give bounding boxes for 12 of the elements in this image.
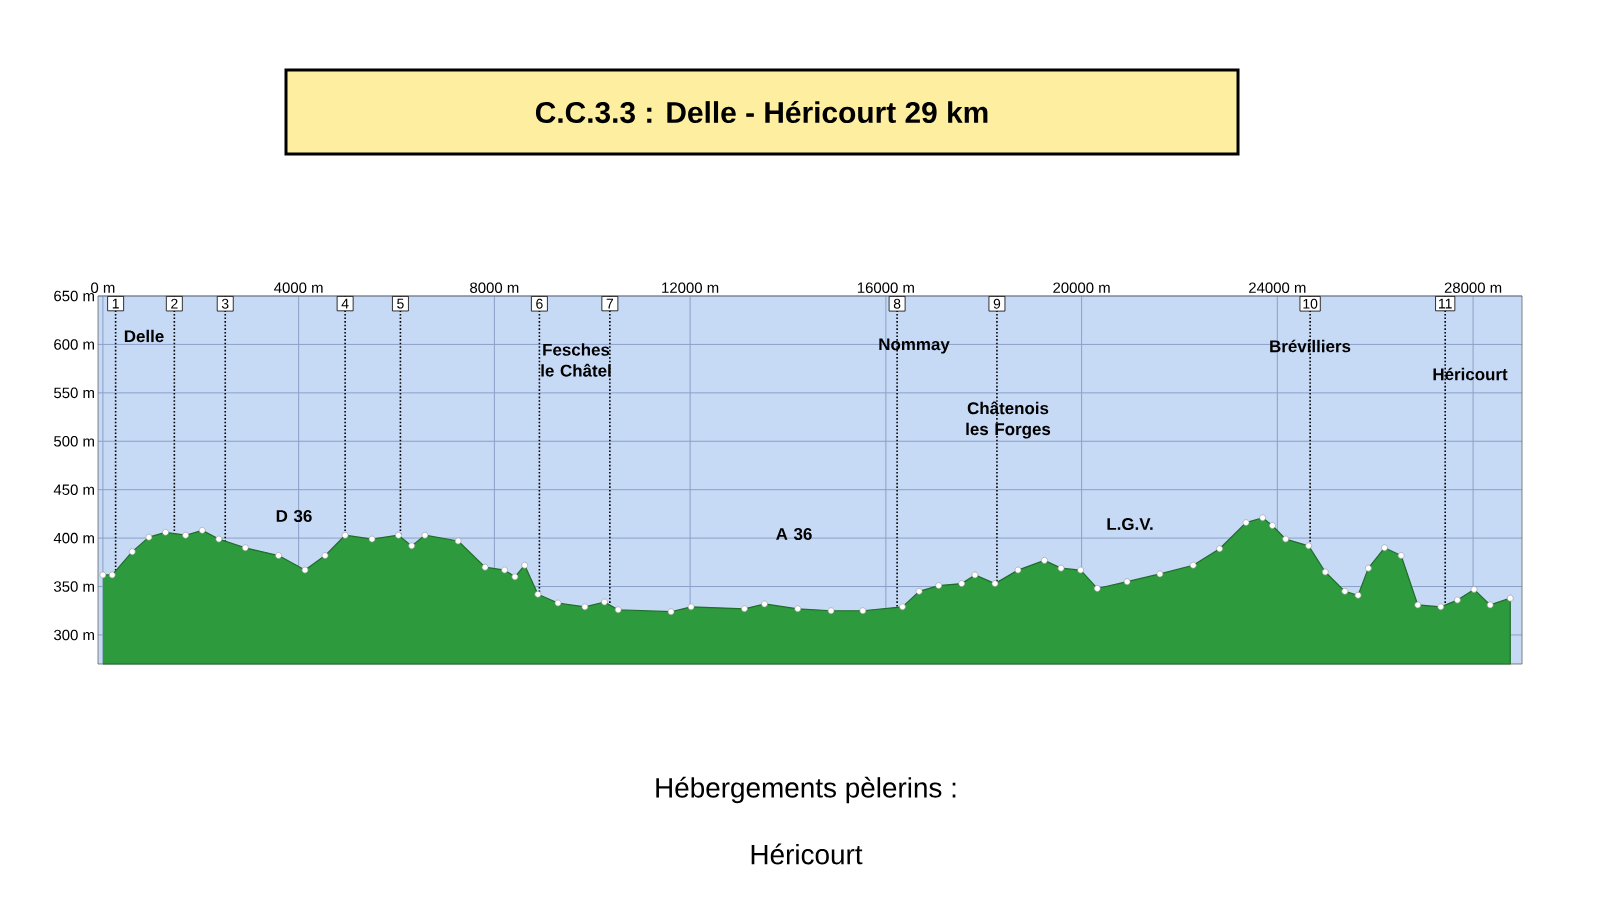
annotation: Châtenois les Forges (966, 401, 1051, 439)
annotation: Héricourt (1433, 367, 1508, 381)
annotation: Fesches le Châtel (541, 343, 611, 377)
annotation: L.G.V. (1107, 518, 1153, 530)
text: Hébergements pèlerins : (656, 776, 956, 804)
annotation: A 36 (776, 528, 812, 541)
chart-title: C.C.3.3 : Delle - Héricourt 29 km (535, 100, 988, 124)
annotation: D 36 (276, 510, 312, 523)
text: Héricourt (751, 843, 863, 865)
annotation: Delle (124, 329, 164, 343)
annotation: Nommay (879, 338, 950, 354)
annotation: Brévilliers (1270, 339, 1351, 353)
